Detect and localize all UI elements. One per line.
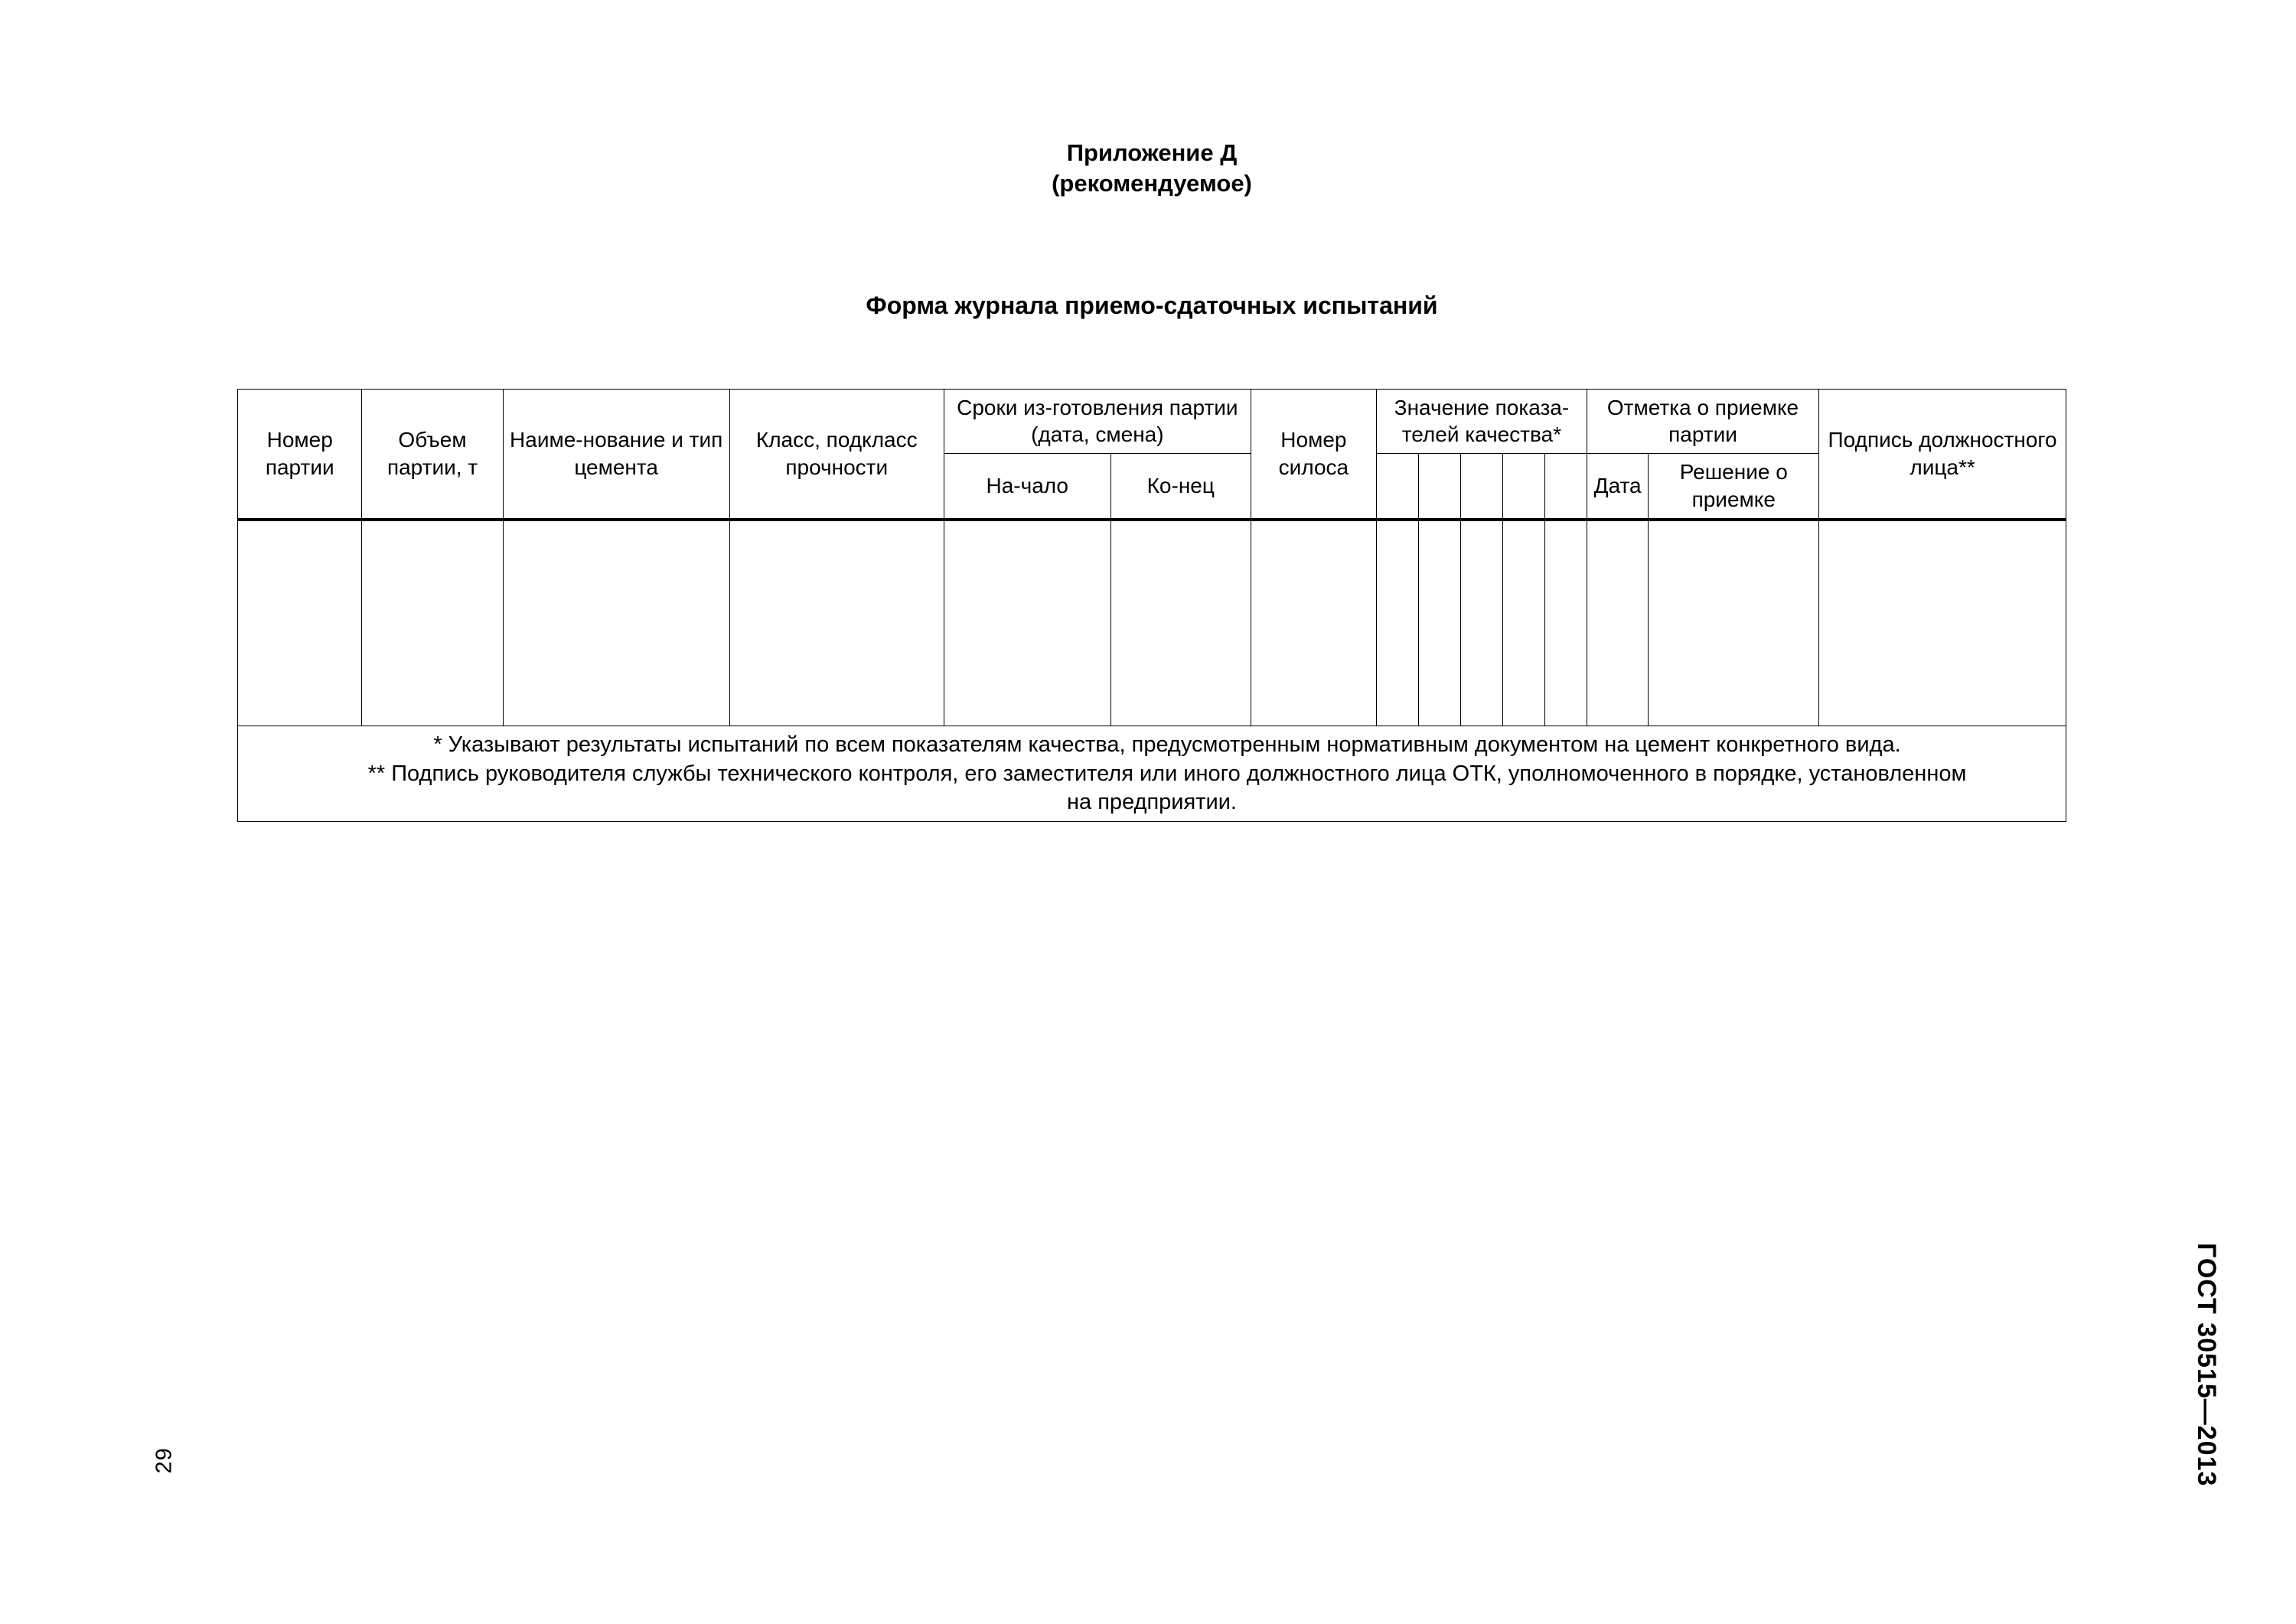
footnotes-cell: * Указывают результаты испытаний по всем… [238,726,2066,821]
cell-acceptance-decision [1649,520,1819,726]
footnote-2-line2: на предприятии. [244,788,2060,817]
cell-quality-4 [1502,520,1544,726]
col-acceptance-date: Дата [1587,454,1648,520]
col-batch-number: Номер партии [238,389,362,520]
cell-cement-name [503,520,729,726]
footnote-1: * Указывают результаты испытаний по всем… [244,731,2060,759]
col-quality-values: Значение показа-телей качества* [1376,389,1587,454]
col-period-end: Ко-нец [1110,454,1251,520]
cell-period-end [1110,520,1251,726]
footnote-2-line1: ** Подпись руководителя службы техническ… [244,760,2060,788]
cell-acceptance-date [1587,520,1648,726]
col-cement-name: Наиме-нование и тип цемента [503,389,729,520]
col-acceptance-decision: Решение о приемке [1649,454,1819,520]
cell-quality-5 [1544,520,1587,726]
cell-quality-2 [1418,520,1460,726]
col-period-start: На-чало [944,454,1110,520]
col-quality-4 [1502,454,1544,520]
appendix-line: Приложение Д [237,138,2066,168]
col-silo-number: Номер силоса [1251,389,1376,520]
col-signature: Подпись должностного лица** [1819,389,2066,520]
col-class-subclass: Класс, подкласс прочности [729,389,944,520]
gost-label: ГОСТ 30515—2013 [2191,1243,2221,1486]
cell-quality-1 [1376,520,1418,726]
col-production-period: Сроки из-готовления партии (дата, смена) [944,389,1251,454]
col-acceptance-mark: Отметка о приемке партии [1587,389,1818,454]
page-number: 29 [152,1447,178,1473]
col-quality-5 [1544,454,1587,520]
col-quality-3 [1460,454,1502,520]
cell-quality-3 [1460,520,1502,726]
cell-signature [1819,520,2066,726]
journal-table: Номер партии Объем партии, т Наиме-нован… [237,389,2066,822]
table-row [238,520,2066,726]
col-quality-2 [1418,454,1460,520]
appendix-header: Приложение Д (рекомендуемое) [237,138,2066,200]
cell-batch-volume [362,520,503,726]
recommended-line: (рекомендуемое) [237,168,2066,199]
cell-batch-number [238,520,362,726]
cell-class-subclass [729,520,944,726]
form-title: Форма журнала приемо-сдаточных испытаний [237,292,2066,320]
col-batch-volume: Объем партии, т [362,389,503,520]
cell-period-start [944,520,1110,726]
cell-silo-number [1251,520,1376,726]
col-quality-1 [1376,454,1418,520]
